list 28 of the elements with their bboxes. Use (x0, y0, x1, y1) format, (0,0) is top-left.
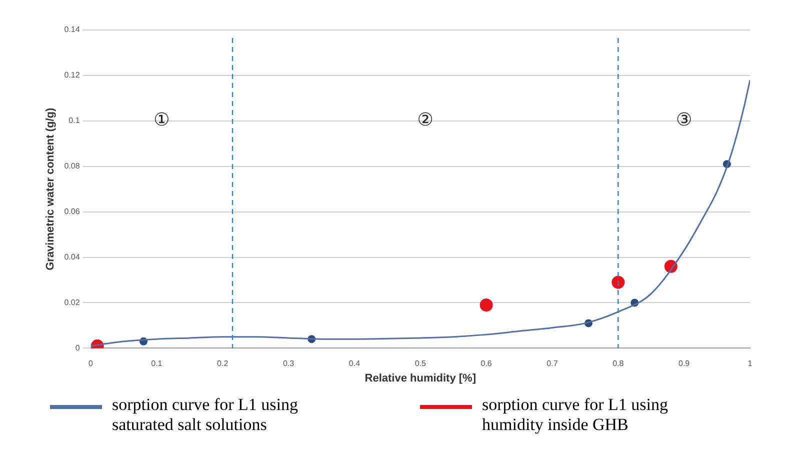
x-tick-label: 0.7 (546, 359, 558, 368)
x-tick-label: 1 (748, 359, 753, 368)
y-axis-title: Gravimetric water content (g/g) (44, 107, 57, 270)
y-tick-label: 0.08 (64, 162, 80, 171)
legend-label: sorption curve for L1 using saturated salt solutions (112, 395, 300, 435)
point (612, 276, 625, 289)
y-tick-label: 0.1 (68, 116, 80, 126)
x-tick-label: 0.2 (217, 359, 229, 368)
y-tick-label: 0 (75, 343, 80, 352)
annotation: ① (154, 109, 170, 130)
x-tick-label: 0 (88, 359, 94, 368)
point (480, 298, 493, 312)
x-tick-label: 0.4 (348, 359, 361, 368)
y-tick-label: 0.06 (64, 207, 80, 216)
y-tick-label: 0.12 (64, 70, 80, 80)
annotation: ② (417, 109, 434, 130)
annotation: ③ (676, 109, 692, 130)
x-tick-label: 0.9 (678, 359, 690, 368)
legend-label: sorption curve for L1 using humidity inside GHB (482, 395, 670, 435)
x-tick-label: 0.6 (480, 359, 492, 368)
x-axis-title: Relative humidity [%] (364, 372, 476, 384)
y-tick-label: 0.02 (64, 298, 80, 307)
x-tick-label: 0.5 (414, 359, 426, 368)
x-tick-label: 0.3 (282, 359, 295, 368)
y-tick-label: 0.04 (64, 252, 80, 262)
x-tick-label: 0.8 (612, 359, 624, 368)
x-tick-label: 0.1 (151, 359, 163, 368)
y-tick-label: 0.14 (64, 25, 80, 34)
